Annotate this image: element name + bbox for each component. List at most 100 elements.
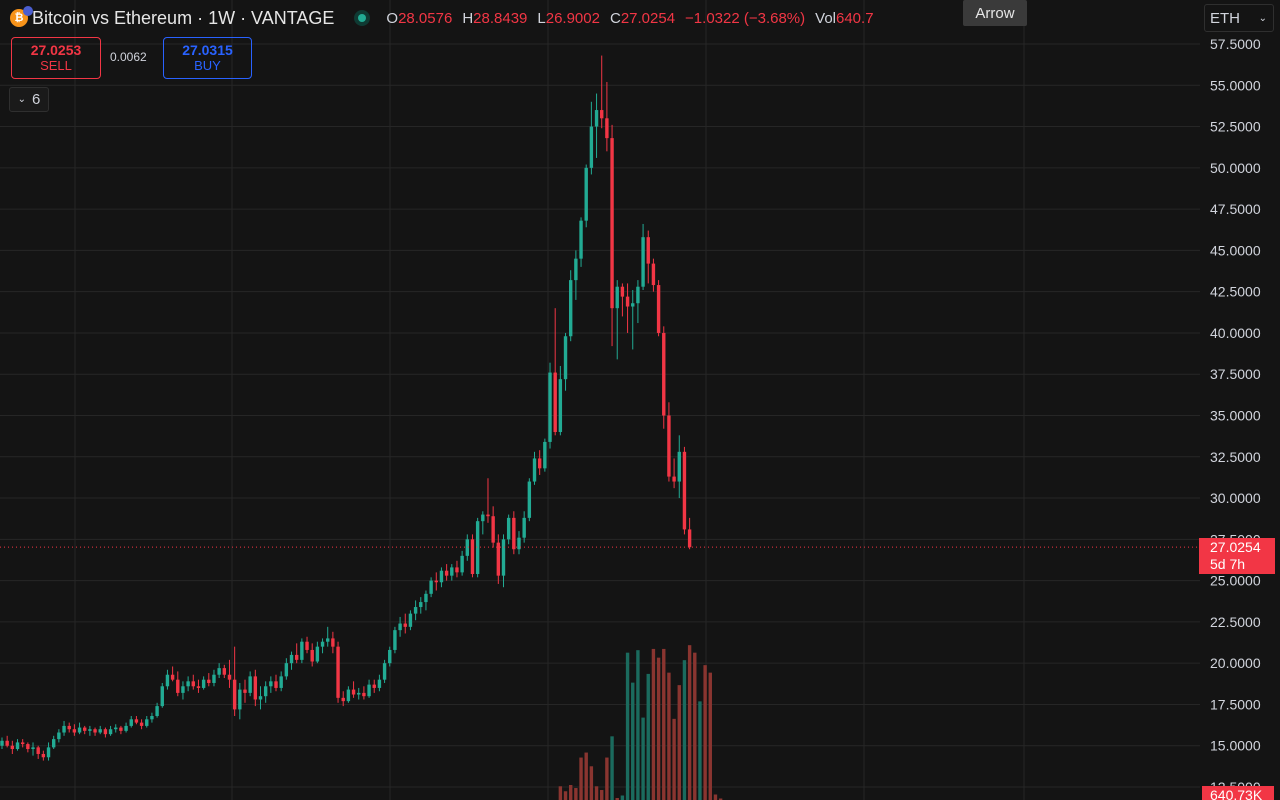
high-label: H (462, 9, 474, 27)
buy-label: BUY (194, 58, 221, 73)
volume-bar (646, 673, 650, 800)
candle-body (636, 286, 640, 304)
candle (88, 725, 92, 736)
candle (191, 674, 195, 690)
candle (346, 686, 351, 703)
candle (393, 626, 397, 654)
close-label: C (609, 9, 621, 27)
candle-body (341, 697, 345, 702)
candle (300, 638, 304, 664)
candle (331, 631, 335, 654)
candle (336, 641, 340, 703)
volume-bar (594, 786, 599, 800)
candle-body (543, 441, 547, 469)
price-tick-label: 45.0000 (1210, 242, 1261, 258)
candle-body (41, 753, 46, 758)
candle-body (672, 476, 676, 482)
ethereum-icon (23, 6, 33, 16)
candle-body (563, 336, 568, 380)
sell-price: 27.0253 (30, 42, 82, 58)
candle (646, 230, 650, 284)
candle (186, 676, 190, 692)
candle-body (625, 296, 630, 307)
candle-body (20, 742, 25, 745)
candle (15, 739, 20, 751)
candle-body (615, 286, 619, 309)
candle-body (227, 674, 232, 680)
currency-select[interactable]: ETH ⌄ (1204, 4, 1274, 32)
candle-body (486, 514, 490, 517)
candle-body (517, 537, 521, 550)
candle (36, 745, 40, 759)
candle-body (589, 126, 594, 168)
candle-body (641, 237, 645, 287)
candle-body (351, 689, 356, 695)
volume-bar (579, 757, 583, 800)
candle (532, 451, 537, 485)
candle-body (191, 681, 195, 687)
candle (553, 308, 557, 436)
candle (326, 626, 330, 647)
candle (563, 332, 568, 391)
market-status-icon[interactable] (354, 10, 371, 26)
candle-body (584, 167, 588, 221)
candle (357, 687, 361, 700)
candle (677, 435, 681, 499)
volume-bar (615, 798, 619, 800)
candle (579, 217, 583, 267)
chart-grid (0, 0, 1200, 800)
candle (0, 737, 4, 750)
candle (615, 280, 619, 360)
candle-body (263, 686, 268, 697)
candle (491, 506, 495, 548)
candle (610, 124, 614, 347)
candle (98, 725, 102, 735)
candle (129, 716, 133, 728)
candle-body (139, 722, 144, 726)
candle (139, 719, 144, 730)
candle-body (196, 686, 201, 688)
candle-body (522, 517, 526, 538)
candle-body (108, 729, 113, 735)
candle (155, 702, 159, 718)
candle-body (537, 458, 542, 469)
candle-body (413, 607, 418, 614)
candle-body (512, 517, 516, 550)
candle (444, 564, 449, 581)
candle (636, 280, 640, 324)
volume-bar (708, 672, 712, 800)
spread-value: 0.0062 (110, 50, 147, 64)
candle (506, 514, 511, 545)
candle-body (631, 303, 635, 307)
candle (434, 572, 438, 591)
candle-body (558, 379, 563, 433)
candle-body (646, 237, 650, 264)
candle (600, 55, 604, 129)
candle-body (52, 739, 56, 748)
indicators-toggle-button[interactable]: ⌄ 6 (9, 87, 49, 112)
volume-bar (620, 795, 625, 800)
candle-body (357, 692, 361, 695)
volume-bar (667, 672, 671, 800)
candle-body (15, 742, 20, 750)
candle (594, 93, 599, 158)
buy-button[interactable]: 27.0315 BUY (163, 37, 252, 79)
candle (279, 671, 283, 692)
candle (305, 636, 309, 654)
candle-body (145, 719, 149, 726)
sell-button[interactable]: 27.0253 SELL (11, 37, 101, 79)
candle (569, 270, 573, 342)
volume-bar (672, 718, 676, 800)
candle-body (491, 516, 495, 543)
symbol-title[interactable]: Bitcoin vs Ethereum · 1W · VANTAGE (32, 7, 335, 28)
candle (134, 716, 139, 725)
chevron-down-icon: ⌄ (17, 94, 27, 105)
candle-body (310, 649, 314, 662)
candle-body (77, 727, 82, 733)
candle-body (217, 668, 221, 675)
candle-body (398, 623, 402, 631)
candle-body (26, 744, 30, 750)
price-tick-label: 52.5000 (1210, 119, 1261, 135)
candle-body (170, 674, 175, 680)
